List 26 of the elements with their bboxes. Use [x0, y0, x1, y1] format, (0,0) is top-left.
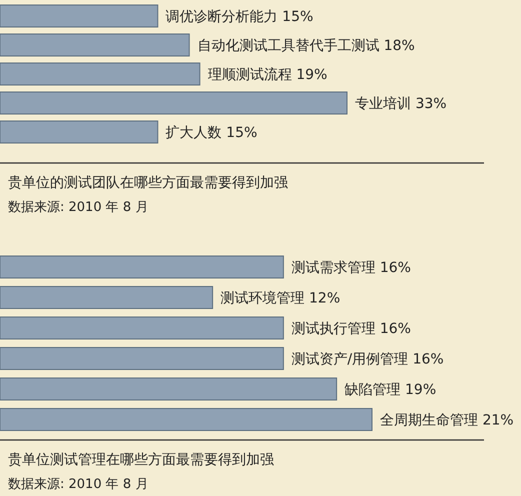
value-label: 缺陷管理 19%: [344, 382, 436, 398]
value-label: 测试需求管理 16%: [291, 260, 411, 276]
bar: [0, 34, 190, 56]
annotation: 数据来源: 2010 年 8 月: [8, 200, 148, 215]
bar: [0, 286, 214, 309]
bar: [0, 378, 338, 400]
value-label: 扩大人数 15%: [166, 125, 258, 141]
title: 贵单位的测试团队在哪些方面最需要得到加强: [8, 175, 288, 191]
bar: [0, 62, 200, 86]
value-label: 测试执行管理 16%: [291, 321, 411, 337]
bar: [0, 92, 348, 114]
value-label: 全周期生命管理 21%: [380, 412, 514, 428]
bar: [0, 120, 158, 144]
bar: [0, 347, 284, 370]
value-label: 调优诊断分析能力 15%: [166, 9, 314, 25]
bar: [0, 408, 372, 431]
title: 贵单位测试管理在哪些方面最需要得到加强: [8, 452, 274, 468]
value-label: 测试环境管理 12%: [220, 290, 340, 306]
bar: [0, 316, 284, 340]
annotation: 数据来源: 2010 年 8 月: [8, 477, 148, 492]
value-label: 理顺测试流程 19%: [208, 67, 328, 83]
bar: [0, 4, 158, 28]
value-label: 测试资产/用例管理 16%: [291, 352, 444, 368]
bar: [0, 256, 284, 278]
value-label: 自动化测试工具替代手工测试 18%: [197, 38, 415, 54]
value-label: 专业培训 33%: [355, 96, 447, 112]
